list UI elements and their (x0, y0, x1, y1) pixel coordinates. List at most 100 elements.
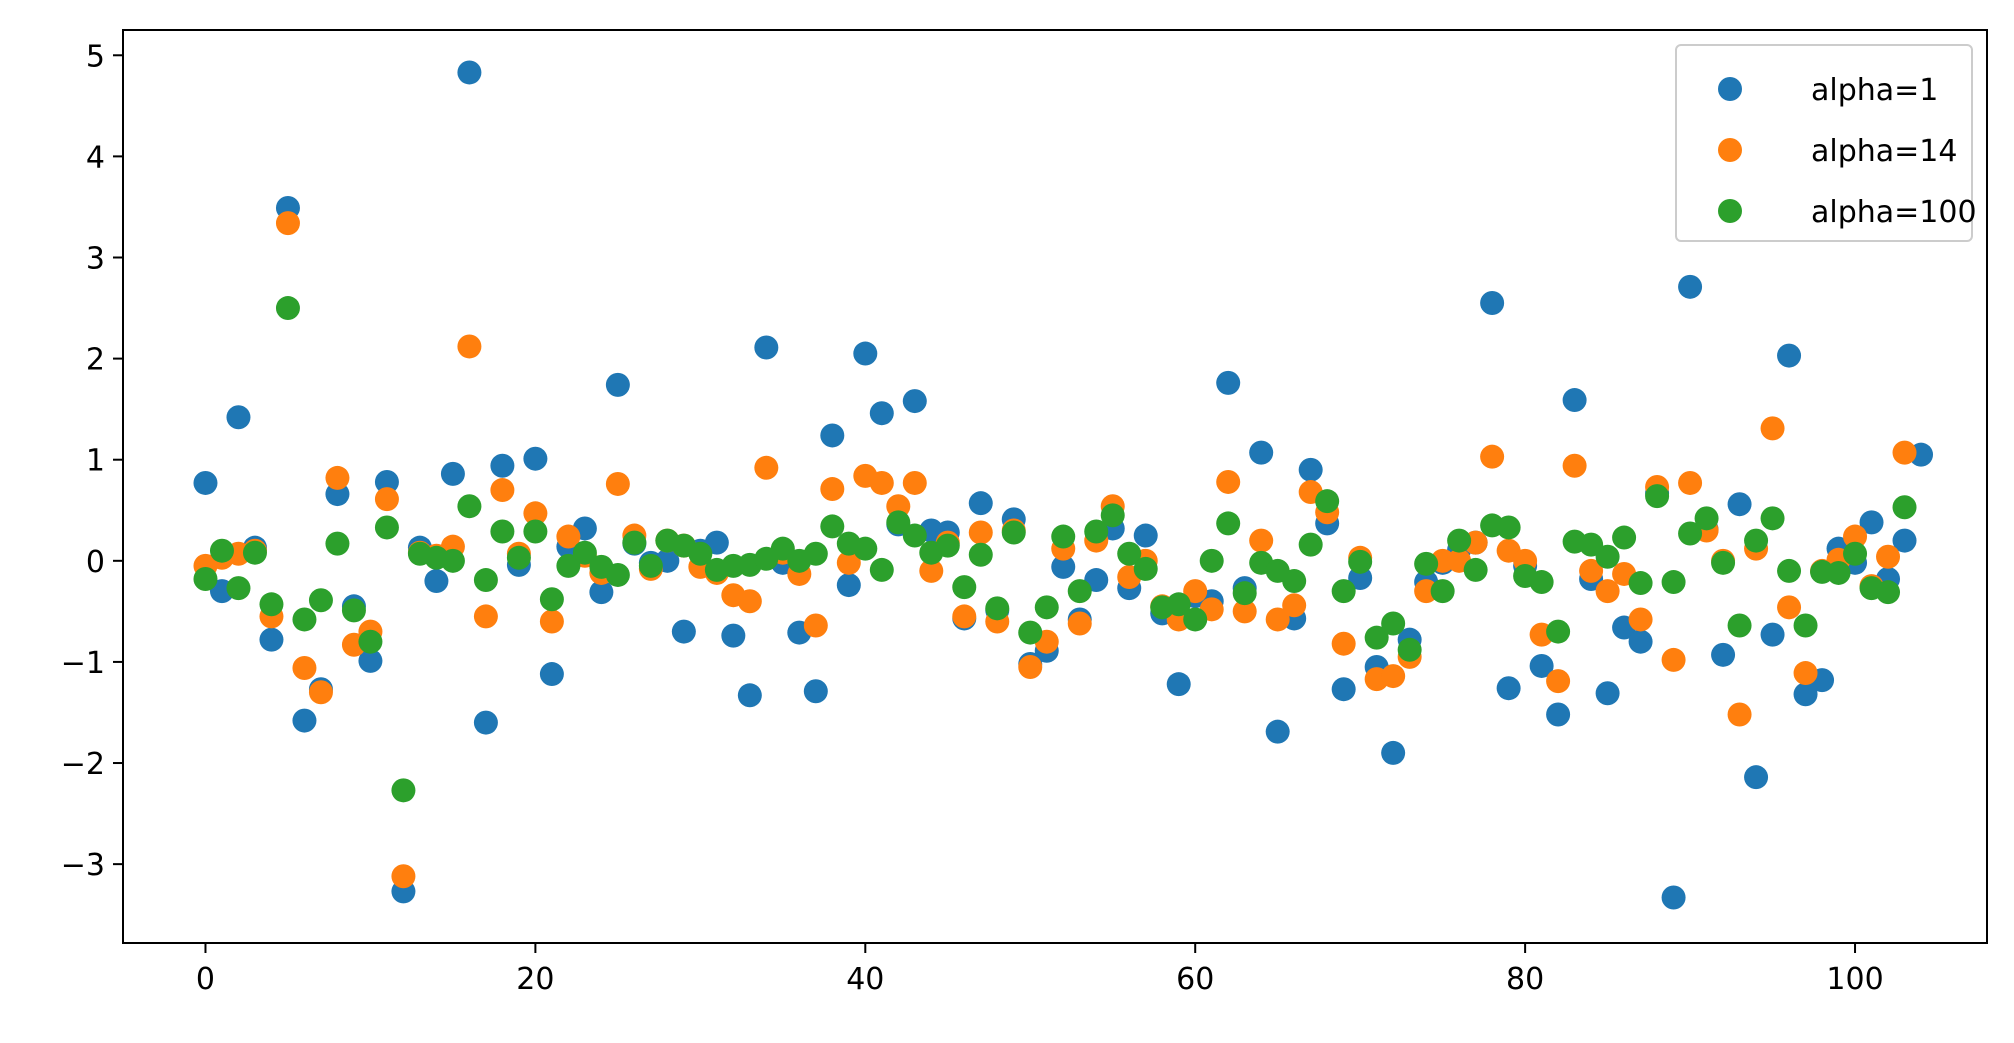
data-point (919, 558, 944, 583)
data-point (1001, 520, 1026, 545)
data-point (308, 588, 333, 613)
data-point (968, 520, 993, 545)
data-point (869, 401, 894, 426)
data-point (1612, 525, 1637, 550)
data-point (1760, 622, 1785, 647)
data-point (193, 470, 218, 495)
data-point (1414, 551, 1439, 576)
data-point (1843, 541, 1868, 566)
data-point (391, 864, 416, 889)
data-point (275, 211, 300, 236)
y-tick-label: −3 (61, 848, 105, 883)
series-3 (193, 296, 1917, 803)
data-point (803, 679, 828, 704)
data-point (1331, 631, 1356, 656)
data-point (1843, 524, 1868, 549)
data-point (457, 60, 482, 85)
data-point (1661, 647, 1686, 672)
y-tick-label: 2 (86, 343, 105, 378)
data-point (1760, 416, 1785, 441)
data-point (886, 510, 911, 535)
data-point (1529, 570, 1554, 595)
y-tick-label: 5 (86, 39, 105, 74)
data-point (440, 461, 465, 486)
data-point (1744, 528, 1769, 553)
data-point (308, 680, 333, 705)
data-point (473, 710, 498, 735)
data-point (539, 609, 564, 634)
legend-label: alpha=100 (1811, 195, 1977, 230)
data-point (605, 372, 630, 397)
x-tick-label: 40 (846, 962, 884, 997)
data-point (952, 604, 977, 629)
data-point (391, 778, 416, 803)
data-point (836, 550, 861, 575)
data-point (1678, 470, 1703, 495)
data-point (473, 604, 498, 629)
data-point (721, 623, 746, 648)
data-point (1034, 595, 1059, 620)
data-point (1348, 549, 1373, 574)
data-point (1166, 672, 1191, 697)
data-point (325, 465, 350, 490)
data-point (226, 405, 251, 430)
data-point (341, 598, 366, 623)
data-point (473, 568, 498, 593)
x-axis: 0 20 40 60 80 100 (196, 943, 1884, 997)
data-point (1265, 607, 1290, 632)
legend: alpha=1 alpha=14 alpha=100 (1675, 44, 1977, 242)
data-point (374, 515, 399, 540)
data-point (803, 541, 828, 566)
data-point (1892, 528, 1917, 553)
data-point (193, 567, 218, 592)
data-point (490, 519, 515, 544)
data-point (1414, 579, 1439, 604)
data-point (374, 487, 399, 512)
data-point (1133, 523, 1158, 548)
y-tick-label: 0 (86, 545, 105, 580)
data-point (1628, 629, 1653, 654)
data-point (1166, 592, 1191, 617)
data-point (539, 587, 564, 612)
x-tick-label: 100 (1826, 962, 1883, 997)
x-tick-label: 80 (1506, 962, 1544, 997)
data-point (506, 545, 531, 570)
data-point (1199, 548, 1224, 573)
data-point (968, 542, 993, 567)
data-point (1447, 528, 1472, 553)
data-point (1331, 677, 1356, 702)
data-point (374, 469, 399, 494)
data-point (1480, 444, 1505, 469)
data-point (1298, 532, 1323, 557)
data-point (539, 662, 564, 687)
data-point (1282, 569, 1307, 594)
data-point (935, 533, 960, 558)
y-axis: −3 −2 −1 0 1 2 3 4 5 (61, 39, 123, 883)
data-point (754, 335, 779, 360)
data-point (292, 607, 317, 632)
data-point (803, 613, 828, 638)
data-point (1876, 580, 1901, 605)
data-point (1727, 702, 1752, 727)
series-1 (193, 60, 1934, 910)
legend-marker (1718, 199, 1742, 223)
data-point (1678, 521, 1703, 546)
data-point (902, 523, 927, 548)
data-point (1067, 611, 1092, 636)
data-point (1876, 544, 1901, 569)
legend-marker (1718, 77, 1742, 101)
data-point (1711, 550, 1736, 575)
data-point (424, 569, 449, 594)
data-point (869, 557, 894, 582)
data-point (1744, 765, 1769, 790)
y-tick-label: −2 (61, 747, 105, 782)
data-point (1216, 469, 1241, 494)
data-point (1562, 453, 1587, 478)
data-point (556, 553, 581, 578)
data-point (836, 573, 861, 598)
x-tick-label: 20 (516, 962, 554, 997)
axes-frame (122, 29, 1988, 944)
data-point (325, 531, 350, 556)
